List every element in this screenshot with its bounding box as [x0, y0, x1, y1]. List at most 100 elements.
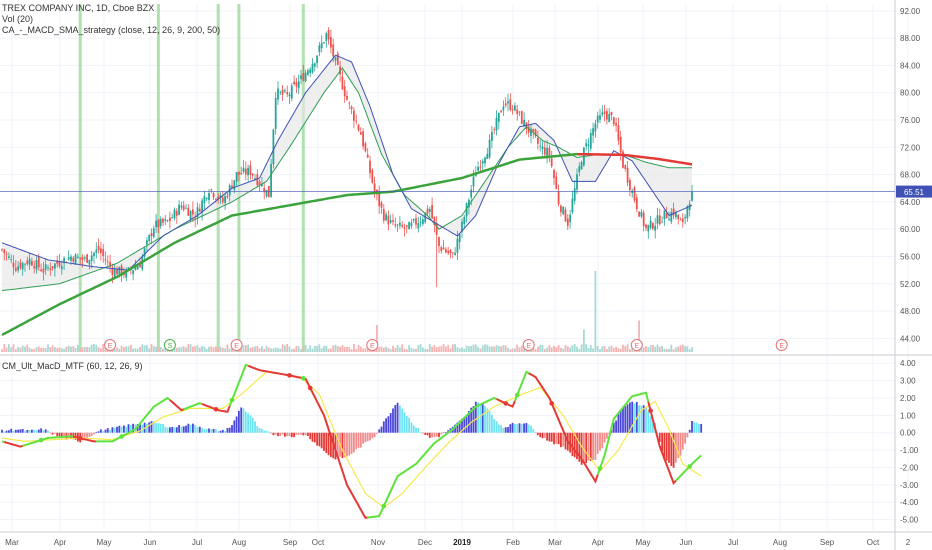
volume-bar: [495, 345, 498, 352]
candle-body: [175, 210, 178, 216]
histogram-bar: [507, 427, 509, 433]
price-tick-label: 52.00: [900, 280, 921, 289]
candle-body: [481, 160, 484, 164]
volume-bar: [617, 348, 620, 352]
candle-body: [502, 106, 505, 111]
histogram-bar: [543, 432, 546, 438]
histogram-bar: [594, 432, 597, 460]
histogram-bar: [468, 411, 470, 433]
strategy-legend[interactable]: CA_-_MACD_SMA_strategy (close, 12, 26, 9…: [2, 25, 221, 35]
candle-body: [106, 261, 109, 263]
histogram-bar: [357, 432, 360, 448]
candle-body: [185, 207, 187, 209]
histogram-bar: [316, 432, 318, 446]
candle-body: [534, 129, 537, 137]
histogram-bar: [599, 432, 601, 451]
macd-indicator-title[interactable]: CM_Ult_MacD_MTF (60, 12, 26, 9): [2, 361, 143, 371]
candle-body: [677, 214, 680, 220]
candle-body: [350, 106, 353, 110]
candle-body: [102, 249, 105, 256]
histogram-bar: [359, 432, 362, 448]
candle-body: [382, 208, 385, 221]
histogram-bar: [196, 427, 199, 433]
histogram-bar: [672, 432, 675, 468]
histogram-bar: [537, 432, 539, 436]
volume-bar: [481, 345, 484, 352]
candle-body: [679, 219, 682, 221]
histogram-bar: [548, 432, 551, 442]
histogram-bar: [520, 423, 523, 433]
volume-bar: [438, 346, 440, 352]
volume-bar: [518, 347, 521, 352]
histogram-bar: [424, 432, 427, 435]
candle-body: [332, 44, 335, 57]
volume-bar: [127, 346, 130, 352]
candle-body: [606, 111, 608, 120]
volume-legend[interactable]: Vol (20): [2, 14, 34, 24]
candle-body: [311, 63, 314, 73]
time-tick-label: Mar: [5, 538, 19, 547]
candle-body: [619, 136, 622, 153]
candle-body: [233, 180, 236, 190]
histogram-bar: [479, 404, 482, 433]
time-tick-label: Jun: [144, 538, 157, 547]
volume-bar: [645, 346, 647, 352]
histogram-bar: [226, 428, 229, 433]
volume-bar: [668, 348, 670, 352]
volume-bar: [502, 345, 505, 352]
volume-bar: [12, 344, 15, 352]
macd-line-rising: [96, 396, 171, 443]
volume-bar: [125, 346, 128, 352]
volume-bar: [60, 348, 63, 352]
volume-bar: [578, 348, 581, 352]
candle-body: [353, 110, 355, 121]
volume-bar: [493, 346, 496, 352]
histogram-bar: [589, 432, 592, 461]
histogram-bar: [194, 424, 197, 433]
volume-bar: [224, 348, 226, 352]
candle-body: [19, 262, 22, 269]
histogram-bar: [596, 432, 599, 454]
candle-body: [688, 203, 691, 210]
histogram-bar: [394, 405, 397, 433]
volume-bar: [148, 348, 151, 352]
volume-bar: [261, 346, 263, 352]
macd-tick-label: 0.00: [900, 429, 916, 438]
candle-body: [83, 257, 86, 259]
volume-bar: [281, 344, 284, 352]
histogram-bar: [578, 432, 581, 462]
volume-bar: [675, 347, 677, 352]
cross-dot: [119, 434, 124, 439]
histogram-bar: [201, 428, 203, 433]
volume-bar: [541, 345, 544, 352]
candle-body: [60, 266, 63, 270]
last-price-label: 65.51: [904, 188, 925, 197]
volume-bar: [486, 344, 489, 352]
volume-bar: [454, 344, 456, 352]
candle-body: [488, 139, 491, 158]
histogram-bar: [323, 432, 325, 451]
histogram-bar: [166, 427, 169, 433]
histogram-bar: [286, 432, 289, 437]
volume-bar: [458, 348, 461, 352]
histogram-bar: [470, 407, 473, 433]
volume-bar: [428, 344, 431, 352]
histogram-bar: [307, 432, 309, 436]
candle-body: [187, 207, 190, 216]
candle-body: [454, 252, 456, 255]
macd-tick-label: -3.00: [900, 481, 919, 490]
histogram-bar: [488, 411, 491, 433]
volume-bar: [647, 347, 650, 352]
symbol-title[interactable]: TREX COMPANY INC, 1D, Cboe BZX: [2, 3, 155, 13]
volume-bar: [320, 348, 323, 352]
candle-body: [440, 247, 443, 251]
candle-body: [251, 173, 254, 176]
candle-body: [359, 132, 362, 135]
candle-body: [120, 265, 123, 276]
time-tick-label: Nov: [371, 538, 385, 547]
volume-bar: [376, 325, 378, 352]
volume-bar: [228, 348, 231, 352]
histogram-bar: [670, 432, 673, 467]
